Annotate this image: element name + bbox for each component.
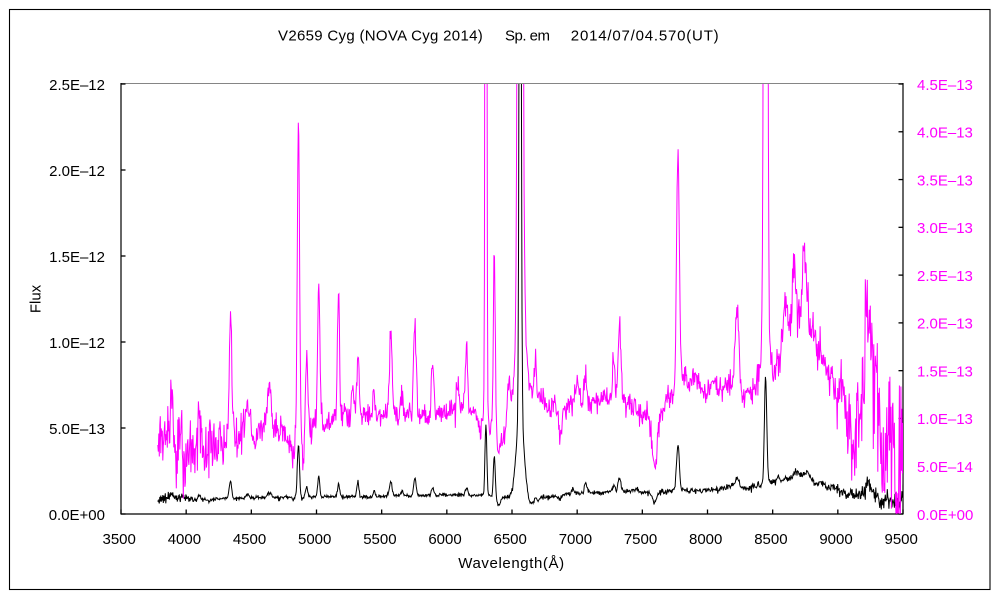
svg-text:0.0E+00: 0.0E+00 xyxy=(917,507,973,524)
svg-text:2.5E–12: 2.5E–12 xyxy=(49,77,105,94)
svg-text:4000: 4000 xyxy=(168,531,201,548)
svg-text:8500: 8500 xyxy=(754,531,787,548)
svg-text:2014/07/04.570(UT): 2014/07/04.570(UT) xyxy=(571,28,720,45)
svg-text:1.5E–12: 1.5E–12 xyxy=(49,249,105,266)
svg-text:5.0E–14: 5.0E–14 xyxy=(917,459,973,476)
svg-text:2.0E–12: 2.0E–12 xyxy=(49,163,105,180)
svg-text:V2659 Cyg (NOVA Cyg 2014): V2659 Cyg (NOVA Cyg 2014) xyxy=(278,28,483,45)
svg-text:2.5E–13: 2.5E–13 xyxy=(917,268,973,285)
svg-text:Wavelength(Å): Wavelength(Å) xyxy=(458,555,564,572)
svg-text:4.5E–13: 4.5E–13 xyxy=(917,77,973,94)
svg-text:4.0E–13: 4.0E–13 xyxy=(917,125,973,142)
svg-text:6000: 6000 xyxy=(428,531,461,548)
svg-text:9000: 9000 xyxy=(819,531,852,548)
svg-text:1.0E–12: 1.0E–12 xyxy=(49,335,105,352)
svg-text:2.0E–13: 2.0E–13 xyxy=(917,316,973,333)
svg-text:0.0E+00: 0.0E+00 xyxy=(49,507,105,524)
svg-text:3500: 3500 xyxy=(103,531,136,548)
svg-text:6500: 6500 xyxy=(494,531,527,548)
svg-text:1.0E–13: 1.0E–13 xyxy=(917,411,973,428)
svg-text:7000: 7000 xyxy=(559,531,592,548)
svg-text:5000: 5000 xyxy=(298,531,331,548)
svg-text:5500: 5500 xyxy=(363,531,396,548)
svg-text:5.0E–13: 5.0E–13 xyxy=(49,421,105,438)
svg-text:8000: 8000 xyxy=(689,531,722,548)
svg-text:1.5E–13: 1.5E–13 xyxy=(917,364,973,381)
svg-text:Flux: Flux xyxy=(28,284,45,313)
svg-text:3.5E–13: 3.5E–13 xyxy=(917,172,973,189)
svg-text:9500: 9500 xyxy=(885,531,918,548)
svg-text:3.0E–13: 3.0E–13 xyxy=(917,220,973,237)
svg-text:Sp. em: Sp. em xyxy=(505,28,550,45)
svg-text:7500: 7500 xyxy=(624,531,657,548)
svg-text:4500: 4500 xyxy=(233,531,266,548)
